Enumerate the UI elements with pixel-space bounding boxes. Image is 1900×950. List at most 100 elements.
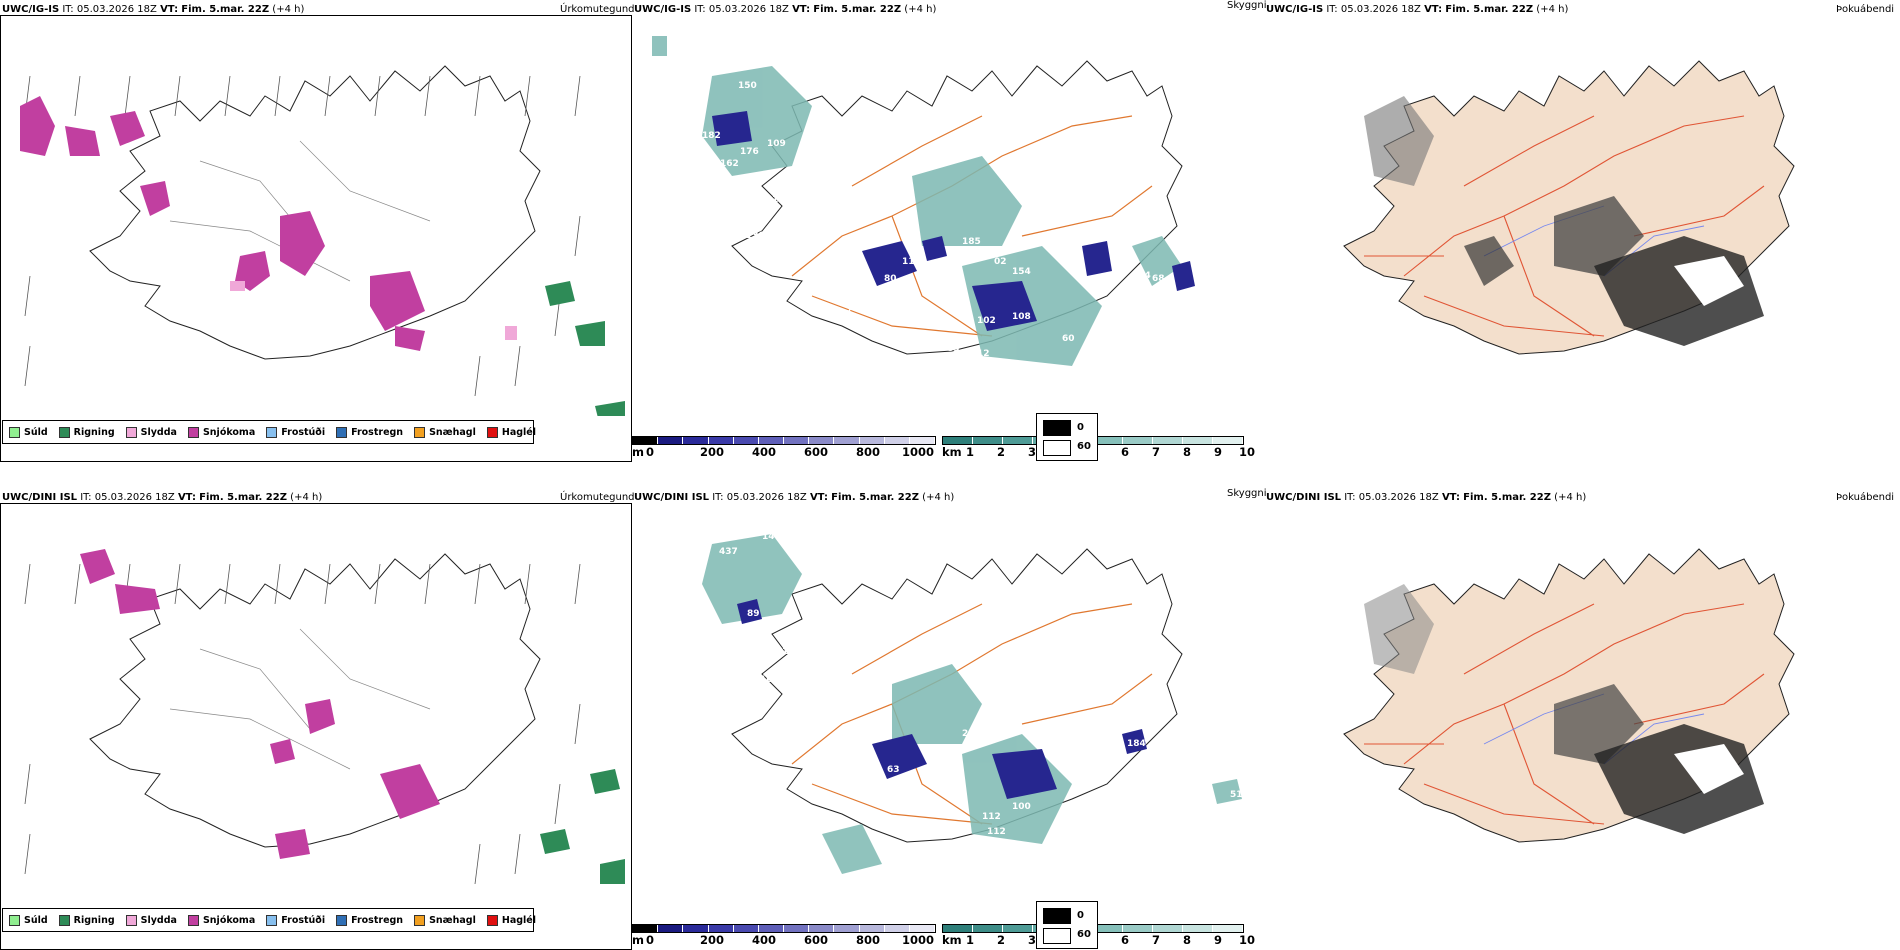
wind-barbs [24, 563, 581, 885]
ceiling-value: 02 [994, 257, 1007, 267]
panel-bottom-fog-indicator: UWC/DINI ISL IT: 05.03.2026 18Z VT: Fim.… [1036, 488, 1900, 950]
ceiling-value: 176 [740, 147, 759, 157]
legend-swatch [9, 426, 20, 438]
ceiling-value: 102 [977, 316, 996, 326]
panel-header: UWC/IG-IS IT: 05.03.2026 18Z VT: Fim. 5.… [634, 4, 937, 15]
ceiling-value: 162 [720, 159, 739, 169]
fog-legend-low: 0 [1077, 910, 1084, 921]
fog-legend-box: 0 60 [1036, 901, 1098, 949]
ceiling-value: 112 [987, 827, 1006, 837]
legend-swatch [187, 426, 199, 438]
ceiling-value: 72 [847, 304, 860, 314]
legend-swatch [266, 914, 278, 926]
ceiling-value: 11 [902, 257, 915, 267]
ceiling-value: 80 [884, 274, 897, 284]
low-ceiling-areas [712, 111, 1195, 331]
fog-legend-white [1043, 928, 1071, 944]
ceiling-colorbar-gradient [632, 924, 936, 933]
panel-header: UWC/DINI ISL IT: 05.03.2026 18Z VT: Fim.… [634, 492, 955, 503]
ceiling-value: 107 [942, 752, 961, 762]
fog-legend-black [1043, 908, 1071, 924]
ceiling-value: 68 [1152, 274, 1165, 284]
legend-item: Frostregn [336, 914, 403, 926]
ceiling-value: 519 [1230, 790, 1249, 800]
fog-areas [1364, 96, 1764, 346]
fog-legend-low: 0 [1077, 422, 1084, 433]
legend-item: Haglél [486, 426, 536, 438]
legend-swatch [414, 426, 426, 438]
ceiling-value: 95 [922, 391, 935, 401]
legend-item: Rigning [58, 426, 115, 438]
panel-header: UWC/DINI ISL IT: 05.03.2026 18Z VT: Fim.… [2, 492, 323, 503]
panel-top-precip-type: UWC/IG-IS IT: 05.03.2026 18Z VT: Fim. 5.… [0, 0, 635, 462]
panel-title: Skyggni [1227, 488, 1267, 499]
ceiling-value: 134 [937, 259, 956, 269]
precip-type-map [20, 65, 625, 416]
ceiling-value: 104 [852, 787, 871, 797]
ceiling-value: 108 [1012, 312, 1031, 322]
sleet-areas [230, 281, 517, 340]
ceiling-labels: 437 140 89 68 112 162 52 63 104 107 217 … [719, 532, 1249, 887]
visibility-ceiling-map: 437 140 89 68 112 162 52 63 104 107 217 … [702, 532, 1249, 887]
ceiling-value: 99 [977, 842, 990, 852]
snow-areas [80, 549, 440, 859]
ceiling-value: 52 [864, 759, 877, 769]
precip-type-map [24, 549, 625, 885]
ceiling-value: 140 [772, 195, 791, 205]
ceiling-value: 68 [742, 637, 755, 647]
ceiling-value: 100 [1012, 802, 1031, 812]
ceiling-value: 172 [790, 189, 809, 199]
ceiling-value: 113 [892, 872, 911, 882]
legend-swatch [266, 426, 278, 438]
panel-bottom-visibility: UWC/DINI ISL IT: 05.03.2026 18Z VT: Fim.… [632, 488, 1267, 947]
ceiling-value: 185 [962, 237, 981, 247]
fog-legend-high: 60 [1077, 441, 1091, 452]
panel-header: UWC/IG-IS IT: 05.03.2026 18Z VT: Fim. 5.… [2, 4, 305, 15]
fog-legend-high: 60 [1077, 929, 1091, 940]
snow-areas [20, 96, 425, 351]
ceiling-value: 12 [977, 349, 990, 359]
ceiling-labels: 182 150 176 109 162 172 140 130 68 80 11… [702, 81, 1165, 401]
panel-top-visibility: UWC/IG-IS IT: 05.03.2026 18Z VT: Fim. 5.… [632, 0, 1267, 459]
ceiling-value: 140 [762, 532, 781, 542]
legend-item: Súld [9, 914, 48, 926]
panel-title: Úrkomutegund [560, 4, 635, 15]
panel-title: Þokuábendi [1836, 492, 1895, 503]
legend-item: Frostúði [266, 914, 325, 926]
fog-areas [1364, 584, 1764, 834]
panel-header: UWC/DINI ISL IT: 05.03.2026 18Z VT: Fim.… [1266, 492, 1587, 503]
precip-type-legend: Súld Rigning Slydda Snjókoma Frostúði Fr… [2, 420, 536, 444]
legend-swatch [9, 914, 20, 926]
ceiling-value: 130 [746, 231, 765, 241]
legend-swatch [486, 426, 498, 438]
ceiling-value: 112 [782, 647, 801, 657]
legend-item: Snæhagl [414, 426, 476, 438]
fog-legend-black [1043, 420, 1071, 436]
legend-item: Slydda [125, 426, 177, 438]
ceiling-value: 437 [719, 547, 738, 557]
ceiling-value: 162 [760, 675, 779, 685]
ceiling-value: 68 [858, 271, 871, 281]
legend-swatch [125, 426, 137, 438]
legend-item: Frostregn [336, 426, 403, 438]
panel-top-fog-indicator: UWC/IG-IS IT: 05.03.2026 18Z VT: Fim. 5.… [1036, 0, 1900, 462]
ceiling-value: 150 [738, 81, 757, 91]
visibility-ceiling-map: 182 150 176 109 162 172 140 130 68 80 11… [652, 36, 1195, 401]
legend-item: Rigning [58, 914, 115, 926]
legend-item: Snæhagl [414, 914, 476, 926]
ceiling-value: 188 [972, 364, 991, 374]
ceiling-value: 182 [702, 131, 721, 141]
panel-title: Skyggni [1227, 0, 1267, 11]
legend-swatch [486, 914, 498, 926]
ceiling-value: 29 [1120, 261, 1133, 271]
panel-bottom-precip-type: UWC/DINI ISL IT: 05.03.2026 18Z VT: Fim.… [0, 488, 635, 950]
legend-item: Snjókoma [187, 426, 255, 438]
fog-indicator-map [1343, 60, 1795, 355]
ceiling-value: 89 [747, 609, 760, 619]
legend-item: Slydda [125, 914, 177, 926]
ceiling-value: 109 [767, 139, 786, 149]
rain-areas [540, 769, 625, 884]
fog-legend-white [1043, 440, 1071, 456]
rain-areas [545, 281, 625, 416]
panel-title: Úrkomutegund [560, 492, 635, 503]
